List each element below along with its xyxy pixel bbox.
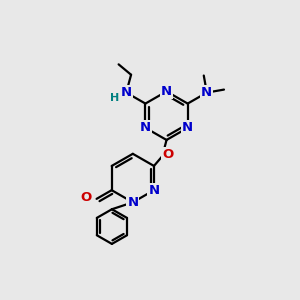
Text: N: N bbox=[161, 85, 172, 98]
Text: N: N bbox=[182, 121, 193, 134]
Text: N: N bbox=[148, 184, 160, 197]
Text: H: H bbox=[110, 93, 120, 103]
Text: N: N bbox=[121, 86, 132, 99]
Text: N: N bbox=[201, 86, 212, 99]
Text: N: N bbox=[127, 196, 138, 209]
Text: O: O bbox=[163, 148, 174, 161]
Text: N: N bbox=[140, 121, 151, 134]
Text: O: O bbox=[81, 191, 92, 204]
